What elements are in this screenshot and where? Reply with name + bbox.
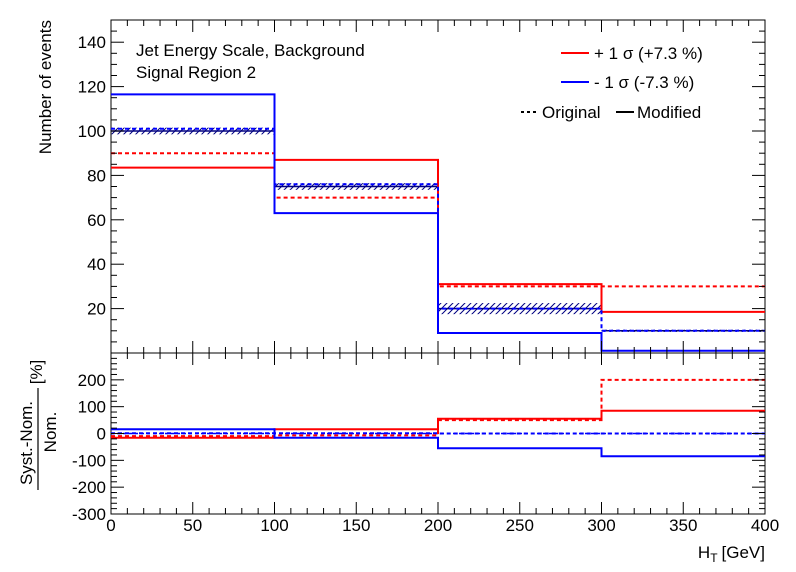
ratio-series-group <box>111 378 765 458</box>
legend-label-modified: Modified <box>637 103 701 122</box>
main-y-tick-label: 60 <box>87 211 106 230</box>
ratio-y-tick-label: -100 <box>72 451 106 470</box>
x-tick-label: 250 <box>506 516 534 535</box>
main-y-axis: 20 40 60 80 100 120 140 <box>78 19 765 354</box>
ratio-y-label-numerator: Syst.-Nom. <box>17 401 36 485</box>
ratio-y-label-denominator: Nom. <box>41 412 60 453</box>
x-axis-label-main: H <box>698 543 710 562</box>
x-tick-label: 400 <box>751 516 779 535</box>
ratio-x-axis: 0 50 100 150 200 250 300 350 400 <box>106 353 779 535</box>
legend-label-plus: + 1 σ (+7.3 %) <box>594 44 703 63</box>
x-tick-label: 150 <box>342 516 370 535</box>
ratio-y-axis: -300 -200 -100 0 100 200 <box>72 352 765 524</box>
ratio-y-tick-label: -300 <box>72 505 106 524</box>
main-y-tick-label: 120 <box>78 78 106 97</box>
ratio-y-tick-label: 100 <box>78 398 106 417</box>
ratio-panel: -300 -200 -100 0 100 200 0 50 100 150 200 250 300 35… <box>17 352 779 565</box>
x-axis-label-unit: [GeV] <box>722 543 765 562</box>
ratio-y-tick-label: 0 <box>97 425 106 444</box>
x-axis-label-sub: T <box>710 551 718 565</box>
main-y-tick-label: 40 <box>87 255 106 274</box>
x-axis-label: HT [GeV] <box>698 543 765 565</box>
legend: + 1 σ (+7.3 %) - 1 σ (-7.3 %) Original M… <box>521 44 703 122</box>
x-tick-label: 0 <box>106 516 115 535</box>
main-y-axis-label: Number of events <box>36 20 55 154</box>
legend-label-minus: - 1 σ (-7.3 %) <box>594 73 694 92</box>
x-tick-label: 50 <box>183 516 202 535</box>
main-panel: 20 40 60 80 100 120 140 Number of events Jet E… <box>36 19 766 354</box>
x-tick-label: 350 <box>669 516 697 535</box>
ratio-y-tick-label: -200 <box>72 478 106 497</box>
main-y-tick-label: 20 <box>87 300 106 319</box>
ratio-y-tick-label: 200 <box>78 371 106 390</box>
chart-subtitle: Signal Region 2 <box>136 63 256 82</box>
main-x-axis <box>110 20 766 353</box>
x-tick-label: 300 <box>587 516 615 535</box>
main-y-tick-label: 100 <box>78 122 106 141</box>
legend-label-original: Original <box>542 103 601 122</box>
x-tick-label: 200 <box>424 516 452 535</box>
ratio-y-label-unit: [%] <box>27 360 46 385</box>
ratio-series-line-3 <box>111 428 765 458</box>
x-tick-label: 100 <box>260 516 288 535</box>
ratio-y-axis-label: Syst.-Nom. Nom. [%] <box>17 360 60 490</box>
main-y-tick-label: 140 <box>78 33 106 52</box>
chart-title: Jet Energy Scale, Background <box>136 41 365 60</box>
main-y-tick-label: 80 <box>87 166 106 185</box>
